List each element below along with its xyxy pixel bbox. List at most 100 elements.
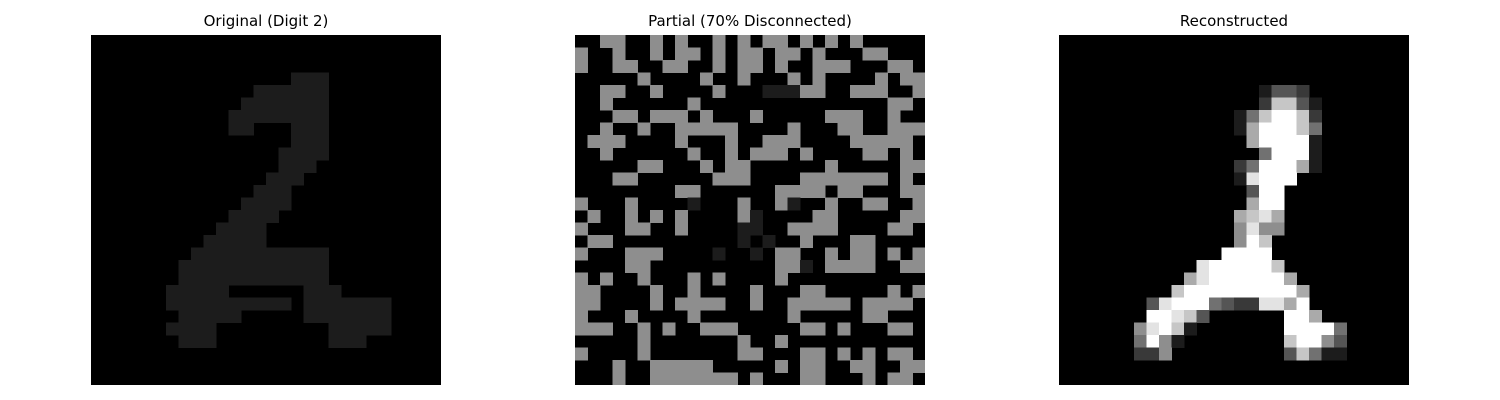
heatmap-cell	[887, 110, 901, 123]
heatmap-cell	[625, 222, 638, 236]
heatmap-cell	[1259, 297, 1272, 311]
heatmap-cell	[316, 260, 329, 273]
heatmap-cell	[762, 135, 776, 148]
heatmap-cell	[625, 197, 638, 211]
heatmap-cell	[241, 260, 254, 273]
heatmap-cell	[837, 172, 851, 186]
heatmap-cell	[1271, 147, 1285, 161]
heatmap-cell	[725, 172, 738, 186]
heatmap-cell	[1296, 285, 1310, 298]
heatmap-cell	[1271, 272, 1285, 286]
heatmap-cell	[862, 135, 876, 148]
heatmap-cell	[712, 372, 726, 385]
heatmap-cell	[1309, 97, 1322, 111]
heatmap-cell	[625, 60, 638, 73]
heatmap-cell	[353, 310, 367, 323]
heatmap-cell	[191, 260, 204, 273]
heatmap-cell	[725, 160, 738, 173]
heatmap-cell	[900, 60, 913, 73]
heatmap-cell	[291, 147, 304, 161]
heatmap-cell	[266, 260, 279, 273]
heatmap-cell	[762, 235, 776, 248]
heatmap-cell	[687, 47, 701, 61]
heatmap-cell	[1246, 247, 1260, 261]
heatmap-cell	[178, 297, 192, 311]
heatmap-cell	[800, 260, 813, 273]
heatmap-cell	[687, 372, 701, 385]
heatmap-cell	[737, 210, 751, 223]
heatmap-cell	[266, 210, 279, 223]
heatmap-cell	[887, 135, 901, 148]
heatmap-cell	[1196, 272, 1210, 286]
heatmap-cell	[775, 260, 788, 273]
heatmap-cell	[850, 122, 863, 136]
heatmap-cell	[216, 222, 229, 236]
heatmap-cell	[1246, 285, 1260, 298]
heatmap-cell	[837, 260, 851, 273]
heatmap-cell	[303, 285, 317, 298]
heatmap-cell	[850, 110, 863, 123]
heatmap-cell	[228, 260, 242, 273]
heatmap-cell	[228, 247, 242, 261]
heatmap-cell	[1284, 272, 1297, 286]
heatmap-cell	[341, 297, 354, 311]
heatmap-cell	[650, 35, 663, 48]
heatmap-cell	[1309, 347, 1322, 361]
heatmap-cell	[191, 335, 204, 348]
heatmap-cell	[1284, 122, 1297, 136]
heatmap-cell	[316, 110, 329, 123]
heatmap-cell	[1209, 260, 1222, 273]
heatmap-reconstructed	[1059, 35, 1409, 385]
heatmap-cell	[1159, 297, 1172, 311]
heatmap-cell	[900, 147, 913, 161]
heatmap-cell	[887, 372, 901, 385]
heatmap-cell	[228, 210, 242, 223]
heatmap-cell	[712, 60, 726, 73]
heatmap-cell	[775, 335, 788, 348]
heatmap-cell	[253, 297, 267, 311]
heatmap-cell	[166, 297, 179, 311]
heatmap-cell	[737, 47, 751, 61]
heatmap-cell	[637, 347, 651, 361]
heatmap-cell	[216, 247, 229, 261]
heatmap-cell	[241, 222, 254, 236]
heatmap-cell	[1296, 97, 1310, 111]
heatmap-cell	[366, 297, 379, 311]
heatmap-cell	[687, 122, 701, 136]
heatmap-cell	[737, 347, 751, 361]
heatmap-cell	[1246, 185, 1260, 198]
heatmap-cell	[1271, 172, 1285, 186]
heatmap-cell	[862, 372, 876, 385]
heatmap-cell	[825, 197, 838, 211]
heatmap-cell	[587, 297, 601, 311]
heatmap-cell	[650, 210, 663, 223]
heatmap-cell	[775, 360, 788, 373]
heatmap-cell	[278, 297, 292, 311]
heatmap-cell	[612, 60, 626, 73]
heatmap-cell	[900, 210, 913, 223]
heatmap-cell	[700, 110, 713, 123]
heatmap-cell	[1259, 172, 1272, 186]
heatmap-cell	[1146, 297, 1160, 311]
heatmap-cell	[850, 260, 863, 273]
heatmap-original	[91, 35, 441, 385]
heatmap-cell	[887, 297, 901, 311]
heatmap-cell	[712, 247, 726, 261]
heatmap-cell	[166, 322, 179, 336]
heatmap-cell	[800, 85, 813, 98]
heatmap-cell	[1284, 285, 1297, 298]
heatmap-cell	[825, 260, 838, 273]
heatmap-cell	[912, 85, 925, 98]
heatmap-cell	[1246, 110, 1260, 123]
heatmap-cell	[266, 85, 279, 98]
heatmap-cell	[191, 297, 204, 311]
heatmap-cell	[328, 310, 342, 323]
heatmap-cell	[278, 160, 292, 173]
heatmap-cell	[291, 97, 304, 111]
heatmap-cell	[825, 222, 838, 236]
heatmap-cell	[1296, 335, 1310, 348]
heatmap-cell	[1171, 285, 1185, 298]
heatmap-cell	[875, 47, 888, 61]
heatmap-cell	[687, 297, 701, 311]
heatmap-cell	[800, 222, 813, 236]
